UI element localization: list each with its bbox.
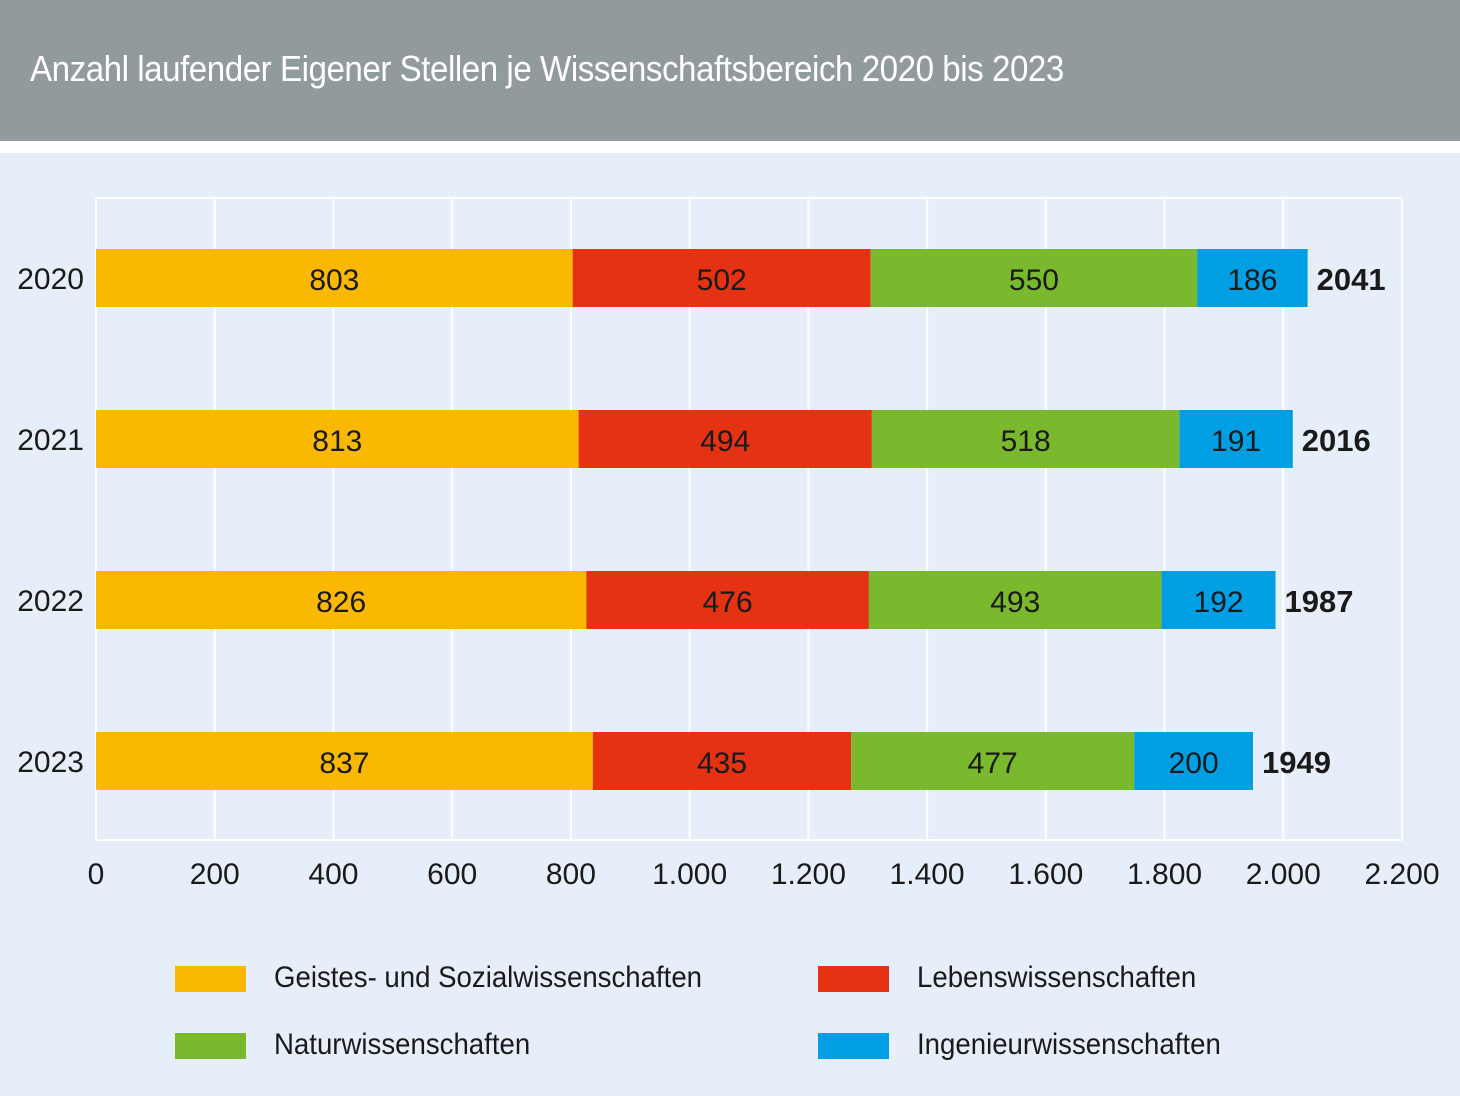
data-label-2020-2: 550 <box>1009 264 1059 297</box>
legend-label: Geistes- und Sozialwissenschaften <box>274 961 702 995</box>
total-label-2021: 2016 <box>1302 423 1371 458</box>
legend-label: Ingenieurwissenschaften <box>917 1028 1221 1062</box>
x-tick-label-8: 1.600 <box>1008 858 1083 891</box>
y-tick-label-2022: 2022 <box>17 585 84 618</box>
data-label-2023-2: 477 <box>968 747 1018 780</box>
total-label-2022: 1987 <box>1285 584 1354 619</box>
x-tick-label-4: 800 <box>546 858 596 891</box>
data-label-2021-3: 191 <box>1211 425 1261 458</box>
legend-swatch <box>818 1033 889 1059</box>
legend-label: Naturwissenschaften <box>274 1028 530 1062</box>
legend-swatch <box>175 1033 246 1059</box>
x-tick-label-3: 600 <box>427 858 477 891</box>
data-label-2021-2: 518 <box>1001 425 1051 458</box>
total-label-2020: 2041 <box>1317 262 1386 297</box>
data-label-2023-1: 435 <box>697 747 747 780</box>
x-tick-label-0: 0 <box>88 858 105 891</box>
data-label-2023-0: 837 <box>319 747 369 780</box>
legend-label: Lebenswissenschaften <box>917 961 1196 995</box>
y-tick-label-2023: 2023 <box>17 746 84 779</box>
data-label-2020-0: 803 <box>309 264 359 297</box>
x-tick-label-10: 2.000 <box>1246 858 1321 891</box>
data-label-2020-1: 502 <box>697 264 747 297</box>
stacked-bar-chart: 0 200 400 600 800 1.000 1.200 1.400 1.600 1.800 2.… <box>0 0 1460 1096</box>
data-label-2022-2: 493 <box>990 586 1040 619</box>
y-tick-label-2021: 2021 <box>17 424 84 457</box>
x-tick-label-2: 400 <box>308 858 358 891</box>
total-label-2023: 1949 <box>1262 745 1331 780</box>
x-tick-label-1: 200 <box>190 858 240 891</box>
data-label-2022-3: 192 <box>1194 586 1244 619</box>
data-label-2021-0: 813 <box>312 425 362 458</box>
data-label-2021-1: 494 <box>700 425 750 458</box>
data-label-2022-0: 826 <box>316 586 366 619</box>
legend-swatch <box>818 966 889 992</box>
y-tick-label-2020: 2020 <box>17 263 84 296</box>
x-tick-label-6: 1.200 <box>771 858 846 891</box>
data-label-2022-1: 476 <box>703 586 753 619</box>
legend-swatch <box>175 966 246 992</box>
x-tick-label-7: 1.400 <box>890 858 965 891</box>
x-tick-label-9: 1.800 <box>1127 858 1202 891</box>
x-tick-label-11: 2.200 <box>1364 858 1439 891</box>
data-label-2020-3: 186 <box>1227 264 1277 297</box>
data-label-2023-3: 200 <box>1169 747 1219 780</box>
x-tick-label-5: 1.000 <box>652 858 727 891</box>
